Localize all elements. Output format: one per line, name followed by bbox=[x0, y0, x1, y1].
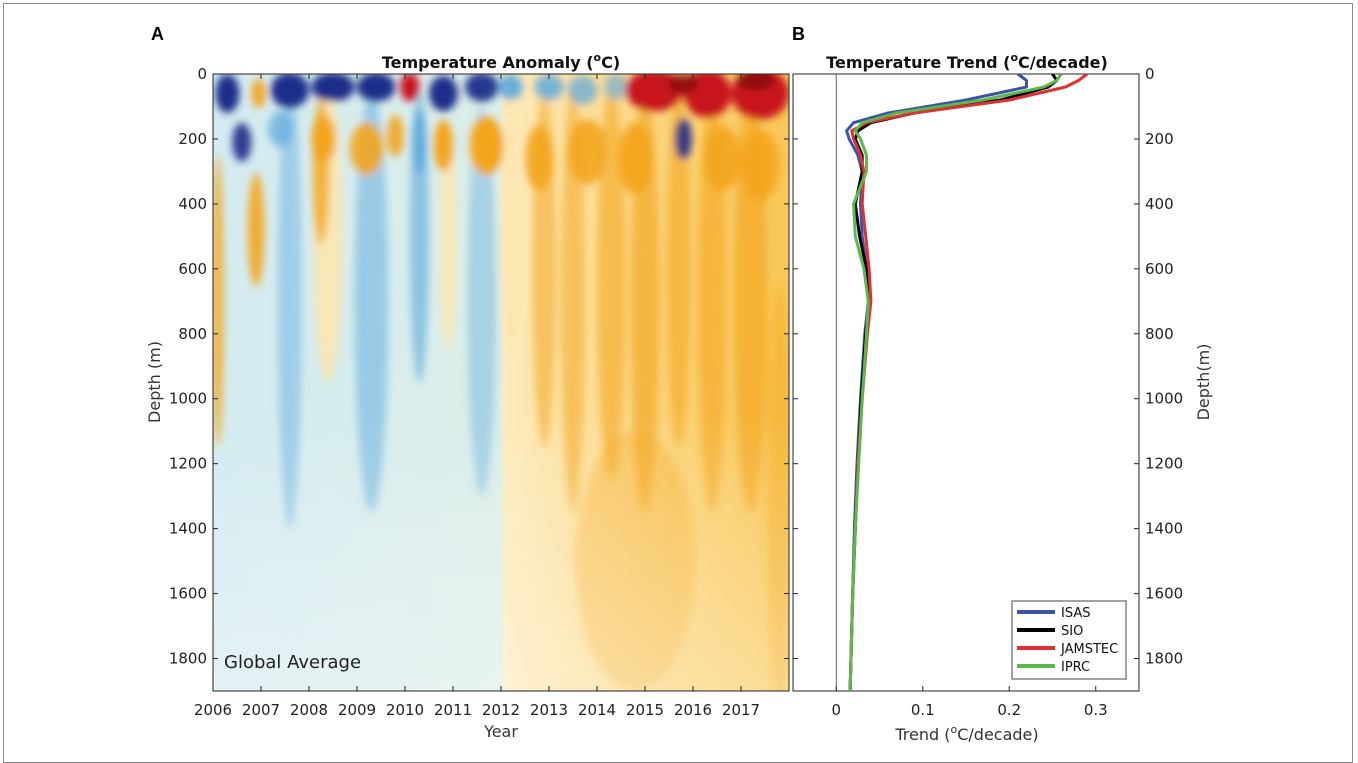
y-tick-label: 1400 bbox=[169, 520, 207, 538]
heatmap-y-label: Depth (m) bbox=[145, 341, 164, 423]
y-tick-label: 1000 bbox=[169, 390, 207, 408]
trend-x-tick-label: 0.1 bbox=[911, 701, 935, 719]
x-tick-label: 2009 bbox=[338, 701, 376, 719]
heatmap-x-label: Year bbox=[483, 722, 518, 741]
trend-y-tick-label: 1600 bbox=[1145, 585, 1183, 603]
legend-label-iprc: IPRC bbox=[1061, 660, 1090, 675]
y-tick-label: 1200 bbox=[169, 455, 207, 473]
heatmap-plot-area bbox=[213, 74, 789, 691]
x-tick-label: 2007 bbox=[242, 701, 280, 719]
trend-x-tick-label: 0.3 bbox=[1084, 701, 1108, 719]
trend-x-label: Trend (oC/decade) bbox=[894, 723, 1038, 744]
trend-frame bbox=[792, 73, 1140, 692]
trend-axes: 0 0.1 0.2 0.3 0 200 400 600 800 1000 1200 1400 1600 1… bbox=[793, 65, 1183, 719]
trend-y-tick-label: 600 bbox=[1145, 260, 1174, 278]
trend-y-tick-label: 0 bbox=[1145, 65, 1155, 83]
trend-title: Temperature Trend (oC/decade) bbox=[826, 51, 1108, 72]
trend-x-tick-label: 0.2 bbox=[997, 701, 1021, 719]
y-tick-label: 800 bbox=[178, 325, 207, 343]
y-tick-label: 1800 bbox=[169, 650, 207, 668]
heatmap-annotation: Global Average bbox=[224, 652, 361, 673]
x-tick-label: 2013 bbox=[530, 701, 568, 719]
heatmap-title: Temperature Anomaly (oC) bbox=[382, 51, 620, 72]
x-tick-label: 2006 bbox=[194, 701, 232, 719]
y-tick-label: 400 bbox=[178, 195, 207, 213]
trend-y-tick-label: 1800 bbox=[1145, 650, 1183, 668]
x-tick-label: 2012 bbox=[482, 701, 520, 719]
legend-label-isas: ISAS bbox=[1061, 606, 1090, 621]
x-tick-label: 2015 bbox=[626, 701, 664, 719]
y-tick-label: 1600 bbox=[169, 585, 207, 603]
y-tick-label: 600 bbox=[178, 260, 207, 278]
heatmap-axes: 2006 2007 2008 2009 2010 2011 2012 2013 2014 2015… bbox=[169, 65, 789, 719]
x-tick-label: 2017 bbox=[722, 701, 760, 719]
x-tick-label: 2008 bbox=[290, 701, 328, 719]
trend-y-tick-label: 200 bbox=[1145, 130, 1174, 148]
trend-y-tick-label: 1400 bbox=[1145, 520, 1183, 538]
legend-label-jamstec: JAMSTEC bbox=[1060, 642, 1118, 657]
trend-x-tick-label: 0 bbox=[831, 701, 841, 719]
trend-y-tick-label: 400 bbox=[1145, 195, 1174, 213]
heatmap-depth-fade bbox=[213, 74, 789, 691]
trend-plot-area bbox=[835, 74, 1089, 691]
trend-y-tick-label: 1000 bbox=[1145, 390, 1183, 408]
panel-label-a: A bbox=[151, 24, 164, 44]
trend-y-label: Depth(m) bbox=[1194, 344, 1213, 421]
x-tick-label: 2014 bbox=[578, 701, 616, 719]
legend-label-sio: SIO bbox=[1061, 624, 1083, 639]
x-tick-label: 2010 bbox=[386, 701, 424, 719]
x-tick-label: 2016 bbox=[674, 701, 712, 719]
y-tick-label: 0 bbox=[197, 65, 207, 83]
trend-y-tick-label: 800 bbox=[1145, 325, 1174, 343]
trend-y-tick-label: 1200 bbox=[1145, 455, 1183, 473]
trend-legend: ISAS SIO JAMSTEC IPRC bbox=[1011, 600, 1127, 680]
trend-series-iprc bbox=[848, 74, 1063, 691]
y-tick-label: 200 bbox=[178, 130, 207, 148]
panel-label-b: B bbox=[792, 24, 805, 44]
x-tick-label: 2011 bbox=[434, 701, 472, 719]
figure-canvas: A B Temperature Anomaly (oC) Temperature… bbox=[145, 24, 1213, 744]
